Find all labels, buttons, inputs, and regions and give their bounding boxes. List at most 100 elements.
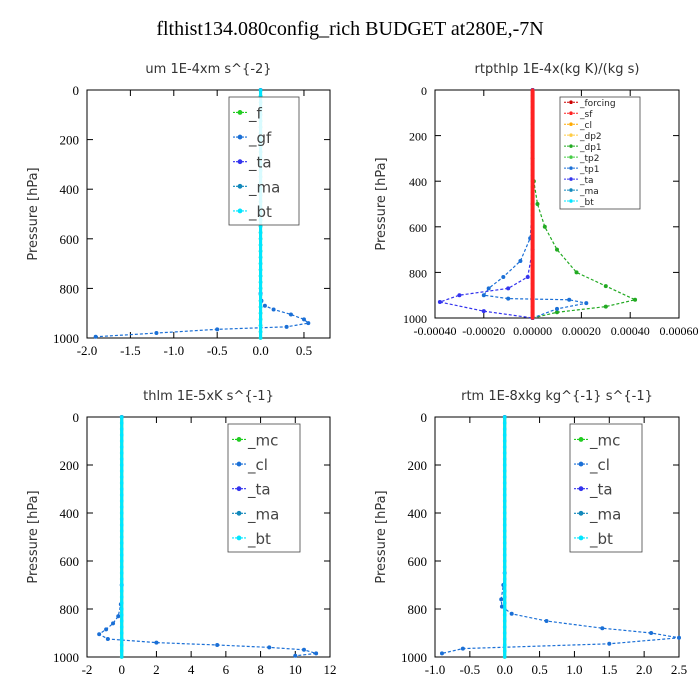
data-point [530, 287, 535, 292]
y-tick-label: 200 [60, 133, 80, 148]
data-point [502, 553, 507, 557]
x-tick-label: 4 [188, 662, 195, 677]
legend-marker [578, 510, 584, 516]
data-point [530, 293, 535, 298]
data-point [262, 303, 267, 308]
data-point [258, 280, 263, 285]
data-point [530, 270, 535, 275]
data-point [502, 457, 507, 461]
data-point [258, 292, 263, 297]
data-point [530, 304, 535, 309]
y-tick-label: 200 [60, 458, 80, 473]
data-point [258, 274, 263, 278]
data-point [119, 427, 124, 431]
data-point [119, 415, 124, 419]
data-point [119, 511, 124, 515]
data-point [530, 88, 535, 92]
data-point [119, 637, 124, 641]
data-point [258, 268, 263, 272]
data-point [258, 323, 263, 328]
legend-marker [569, 122, 573, 126]
legend-label: _tp2 [579, 154, 599, 164]
legend-marker [569, 111, 573, 116]
data-point [502, 433, 507, 437]
data-point [119, 547, 124, 551]
data-point [530, 247, 535, 252]
legend-label: _ta [589, 481, 613, 500]
plot-frame [86, 89, 331, 339]
data-point [258, 261, 263, 266]
data-point [502, 481, 507, 485]
y-tick-label: 400 [60, 506, 80, 521]
data-point [119, 595, 124, 599]
legend-marker [237, 159, 243, 165]
legend-marker [237, 183, 243, 189]
data-point [555, 306, 559, 311]
legend-marker [237, 208, 243, 214]
data-point [119, 577, 124, 581]
legend-label: _bt [579, 198, 594, 208]
x-tick-label: 0.5 [296, 343, 312, 358]
data-point [119, 601, 124, 605]
data-point [530, 99, 535, 104]
x-tick-label: -2.0 [77, 343, 98, 358]
data-point [502, 649, 507, 653]
y-tick-label: 400 [409, 175, 427, 189]
data-point [119, 523, 124, 527]
x-tick-label: 1.5 [601, 662, 617, 677]
data-point [119, 487, 124, 491]
legend-label: _ma [248, 178, 280, 197]
figure-title: flthist134.080config_rich BUDGET at280E,… [156, 18, 544, 40]
data-point [258, 286, 263, 291]
data-point [154, 331, 159, 336]
data-point [119, 493, 124, 497]
series-line_cl [441, 417, 680, 654]
data-point [574, 270, 579, 275]
legend-label: _f [248, 104, 263, 123]
data-point [502, 625, 507, 629]
data-point [119, 625, 124, 629]
data-point [258, 255, 263, 260]
data-point [437, 300, 442, 305]
data-point [457, 293, 462, 298]
legend-label: _dp2 [579, 132, 602, 142]
data-point [258, 243, 263, 247]
data-point [258, 317, 263, 322]
y-tick-label: 0 [421, 84, 427, 98]
y-tick-label: 400 [408, 506, 428, 521]
data-point [502, 427, 507, 431]
x-tick-label: 2.0 [636, 662, 652, 677]
y-tick-label: 1000 [401, 650, 427, 665]
data-point [530, 168, 535, 172]
data-point [530, 264, 535, 269]
data-point [530, 276, 535, 280]
y-tick-label: 800 [409, 266, 427, 280]
data-point [460, 646, 465, 651]
y-tick-label: 800 [408, 602, 428, 617]
data-point [119, 499, 124, 503]
x-tick-label: 0.0 [497, 662, 513, 677]
data-point [119, 433, 124, 437]
data-point [530, 93, 535, 98]
data-point [119, 655, 124, 659]
panel-title: rtpthlp 1E-4x(kg K)/(kg s) [475, 62, 640, 77]
x-tick-label: 8 [257, 662, 264, 677]
legend-label: _sf [579, 110, 593, 120]
series-line_ta [437, 90, 534, 319]
data-point [509, 611, 514, 616]
data-point [530, 230, 535, 235]
data-point [119, 475, 124, 479]
x-tick-label: 10 [289, 662, 302, 677]
data-point [530, 128, 535, 132]
data-point [530, 190, 535, 195]
data-point [506, 286, 511, 291]
data-point [530, 242, 535, 246]
data-point [119, 529, 124, 533]
x-tick-label: 0.00060 [660, 324, 699, 338]
data-point [633, 297, 638, 302]
panel-rtm: rtm 1E-8xkg kg^{-1} s^{-1} Pressure [hPa]… [374, 389, 687, 677]
data-point [502, 577, 507, 581]
data-point [119, 649, 124, 653]
data-point [530, 282, 535, 286]
data-point [314, 651, 319, 656]
